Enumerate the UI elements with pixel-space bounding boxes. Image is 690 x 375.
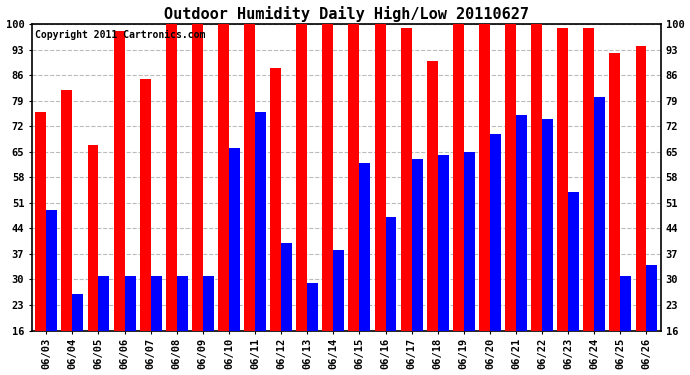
Bar (647, 265, 658, 330)
Bar (270, 68, 281, 330)
Bar (426, 61, 437, 330)
Bar (505, 24, 516, 330)
Bar (412, 159, 422, 330)
Bar (479, 24, 490, 330)
Title: Outdoor Humidity Daily High/Low 20110627: Outdoor Humidity Daily High/Low 20110627 (164, 6, 529, 21)
Bar (490, 134, 501, 330)
Bar (348, 24, 359, 330)
Bar (531, 24, 542, 330)
Bar (583, 28, 594, 330)
Bar (437, 156, 448, 330)
Bar (255, 112, 266, 330)
Bar (46, 210, 57, 330)
Bar (35, 112, 46, 330)
Bar (229, 148, 240, 330)
Bar (88, 144, 99, 330)
Bar (99, 276, 110, 330)
Bar (203, 276, 214, 330)
Bar (72, 294, 83, 330)
Bar (307, 283, 318, 330)
Bar (558, 28, 568, 330)
Bar (609, 53, 620, 330)
Bar (635, 46, 647, 330)
Bar (322, 24, 333, 330)
Bar (542, 119, 553, 330)
Bar (114, 32, 125, 330)
Bar (177, 276, 188, 330)
Bar (375, 24, 386, 330)
Bar (296, 24, 307, 330)
Bar (401, 28, 412, 330)
Text: Copyright 2011 Cartronics.com: Copyright 2011 Cartronics.com (35, 30, 206, 40)
Bar (244, 24, 255, 330)
Bar (61, 90, 72, 330)
Bar (464, 152, 475, 330)
Bar (333, 250, 344, 330)
Bar (453, 24, 464, 330)
Bar (281, 243, 292, 330)
Bar (166, 24, 177, 330)
Bar (139, 79, 150, 330)
Bar (125, 276, 135, 330)
Bar (359, 163, 371, 330)
Bar (218, 24, 229, 330)
Bar (516, 116, 527, 330)
Bar (594, 97, 605, 330)
Bar (568, 192, 579, 330)
Bar (150, 276, 161, 330)
Bar (386, 217, 397, 330)
Bar (620, 276, 631, 330)
Bar (192, 24, 203, 330)
